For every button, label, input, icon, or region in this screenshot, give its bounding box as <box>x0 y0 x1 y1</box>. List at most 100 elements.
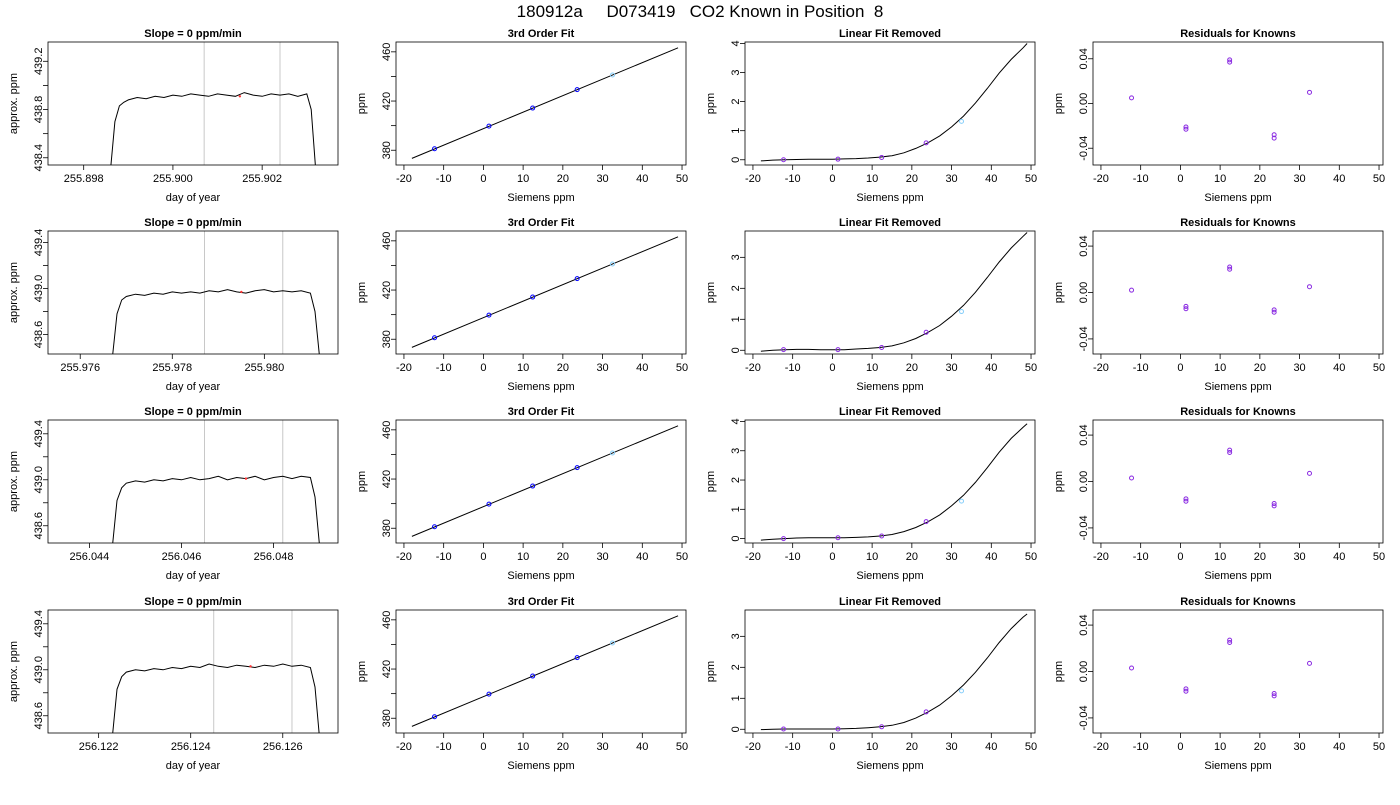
x-tick-label: 50 <box>1373 551 1385 563</box>
residual-point <box>1271 503 1277 509</box>
panel-title: Residuals for Knowns <box>1180 217 1296 229</box>
plot-frame <box>1092 41 1384 166</box>
residual-point <box>1271 691 1277 697</box>
series-trace <box>112 289 320 354</box>
known-point <box>781 726 787 732</box>
y-tick-label: 439.4 <box>33 610 45 638</box>
x-tick-label: 30 <box>945 362 957 374</box>
plot-frame <box>47 609 339 734</box>
y-axis-label: ppm <box>1053 282 1065 303</box>
x-tick-label: 10 <box>866 173 878 185</box>
x-axis-label: day of year <box>166 760 221 772</box>
x-tick-label: 50 <box>1373 173 1385 185</box>
known-point <box>835 535 841 541</box>
plot-area <box>1129 637 1313 699</box>
y-axis-label: ppm <box>705 282 717 303</box>
y-tick-label: 3 <box>730 69 742 75</box>
y-axis-label: ppm <box>356 282 368 303</box>
known-point <box>923 709 929 715</box>
y-axis-label: approx. ppm <box>8 451 20 512</box>
x-tick-label: 0 <box>829 362 835 374</box>
known-point <box>574 465 580 471</box>
x-tick-label: 0 <box>829 551 835 563</box>
cubic-curve <box>760 43 1028 162</box>
x-tick-label: 256.048 <box>254 551 294 563</box>
y-tick-label: 2 <box>730 285 742 291</box>
y-tick-label: 460 <box>381 43 393 61</box>
y-tick-label: 380 <box>381 519 393 537</box>
known-point <box>959 118 965 124</box>
known-point <box>835 726 841 732</box>
known-point <box>432 524 438 530</box>
x-tick-label: -10 <box>1133 173 1149 185</box>
x-tick-label: 20 <box>906 173 918 185</box>
y-tick-label: 0.04 <box>1078 614 1090 635</box>
x-axis-label: Siemens ppm <box>507 760 574 772</box>
y-tick-label: 0 <box>730 726 742 732</box>
x-tick-label: 20 <box>557 741 569 753</box>
y-tick-label: 380 <box>381 141 393 159</box>
known-point <box>879 154 885 160</box>
y-tick-label: 439.0 <box>33 656 45 684</box>
y-tick-label: -0.04 <box>1078 326 1090 351</box>
x-tick-label: 30 <box>1293 362 1305 374</box>
plot-frame <box>744 609 1036 734</box>
plot-frame <box>1092 419 1384 544</box>
y-tick-label: 438.6 <box>33 512 45 540</box>
known-point <box>923 519 929 525</box>
y-tick-label: 0.00 <box>1078 661 1090 682</box>
x-tick-label: 10 <box>517 362 529 374</box>
panel-title: Slope = 0 ppm/min <box>144 406 242 418</box>
plot-area <box>760 613 1028 732</box>
x-tick-label: -20 <box>396 551 412 563</box>
x-tick-label: -20 <box>745 551 761 563</box>
y-tick-label: 3 <box>730 448 742 454</box>
panel-title: 3rd Order Fit <box>508 596 575 608</box>
plot-frame <box>1092 609 1384 734</box>
known-point <box>610 450 616 456</box>
x-tick-label: 50 <box>1373 362 1385 374</box>
residual-point <box>1129 287 1135 293</box>
x-tick-label: -20 <box>745 362 761 374</box>
plot-frame <box>47 419 339 544</box>
panel-r4-linear-removed: Linear Fit Removed -20 -10 0 10 20 30 40 50 0 1 2 3 S… <box>705 596 1037 772</box>
known-point <box>574 276 580 282</box>
x-tick-label: 30 <box>945 173 957 185</box>
known-point <box>835 347 841 353</box>
plot-area <box>760 232 1028 353</box>
x-tick-label: -20 <box>745 741 761 753</box>
x-tick-label: 30 <box>945 551 957 563</box>
y-tick-label: 0 <box>730 536 742 542</box>
x-tick-label: 30 <box>596 173 608 185</box>
known-point <box>879 724 885 730</box>
x-tick-label: 255.902 <box>242 173 282 185</box>
plot-frame <box>395 41 687 166</box>
known-point <box>610 72 616 78</box>
x-tick-label: 40 <box>636 741 648 753</box>
y-tick-label: 0 <box>730 347 742 353</box>
residual-point <box>1227 264 1233 270</box>
y-tick-label: 2 <box>730 477 742 483</box>
series-trace <box>110 92 316 165</box>
known-point <box>879 344 885 350</box>
panel-r4-fit: 3rd Order Fit -20 -10 0 10 20 30 40 50 380 420 460 S… <box>356 596 688 772</box>
x-tick-label: 10 <box>866 551 878 563</box>
panel-r3-residuals: Residuals for Knowns -20 -10 0 10 20 30 40 50 -0.… <box>1053 406 1385 582</box>
plot-area <box>411 47 679 159</box>
panel-title: Slope = 0 ppm/min <box>144 217 242 229</box>
residual-point <box>1183 124 1189 130</box>
x-tick-label: 50 <box>676 741 688 753</box>
plot-frame <box>395 230 687 355</box>
y-axis-label: approx. ppm <box>8 73 20 134</box>
plot-frame <box>395 419 687 544</box>
x-tick-label: -10 <box>436 551 452 563</box>
x-tick-label: 40 <box>1333 362 1345 374</box>
x-tick-label: 0 <box>1177 362 1183 374</box>
x-tick-label: -10 <box>785 173 801 185</box>
panel-r2-fit: 3rd Order Fit -20 -10 0 10 20 30 40 50 380 420 460 S… <box>356 217 688 393</box>
y-tick-label: 380 <box>381 709 393 727</box>
known-point <box>486 501 492 507</box>
y-tick-label: 460 <box>381 232 393 250</box>
y-axis-label: ppm <box>705 661 717 682</box>
